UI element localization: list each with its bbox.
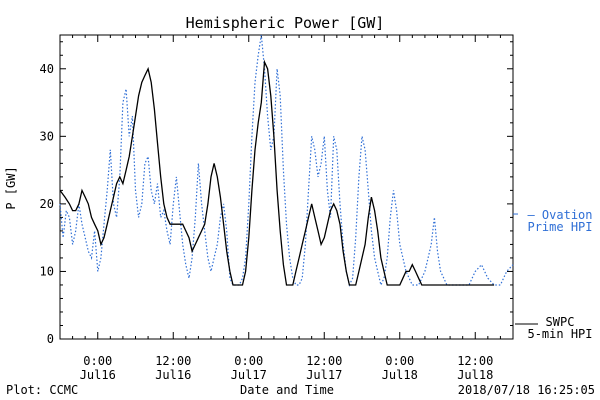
x-tick-label-time: 0:00 bbox=[234, 354, 263, 368]
y-axis-label: P [GW] bbox=[4, 166, 18, 209]
legend-swpc-line2: 5-min HPI bbox=[527, 327, 592, 341]
legend-ovation-line2: Prime HPI bbox=[527, 220, 592, 234]
x-tick-label-date: Jul17 bbox=[306, 368, 342, 382]
series-ovation-prime-line bbox=[59, 34, 514, 287]
x-tick-label-date: Jul16 bbox=[80, 368, 116, 382]
legend-ovation-line1: — Ovation bbox=[527, 208, 592, 222]
x-tick-label-time: 12:00 bbox=[457, 354, 493, 368]
y-ticks: 0 10 20 30 40 bbox=[40, 41, 513, 346]
x-tick-label-date: Jul18 bbox=[382, 368, 418, 382]
series-group bbox=[59, 34, 518, 287]
x-tick-label-date: Jul16 bbox=[155, 368, 191, 382]
footer-x-label: Date and Time bbox=[240, 383, 334, 397]
plot-frame bbox=[59, 34, 514, 340]
y-tick-label: 10 bbox=[40, 264, 54, 278]
x-tick-label-time: 12:00 bbox=[306, 354, 342, 368]
y-tick-label: 0 bbox=[47, 332, 54, 346]
x-tick-label-time: 12:00 bbox=[155, 354, 191, 368]
series-swpc-line bbox=[59, 59, 495, 286]
y-tick-label: 20 bbox=[40, 197, 54, 211]
legend-swpc-line1: SWPC bbox=[546, 315, 575, 329]
chart-title: Hemispheric Power [GW] bbox=[186, 14, 385, 32]
x-tick-label-time: 0:00 bbox=[385, 354, 414, 368]
y-tick-label: 30 bbox=[40, 129, 54, 143]
x-tick-label-date: Jul18 bbox=[457, 368, 493, 382]
x-tick-label-date: Jul17 bbox=[231, 368, 267, 382]
x-tick-label-time: 0:00 bbox=[83, 354, 112, 368]
footer-timestamp: 2018/07/18 16:25:05 bbox=[458, 383, 595, 397]
footer-credit: Plot: CCMC bbox=[6, 383, 78, 397]
x-ticks: 0:00Jul1612:00Jul160:00Jul1712:00Jul170:… bbox=[59, 35, 514, 382]
y-tick-label: 40 bbox=[40, 62, 54, 76]
